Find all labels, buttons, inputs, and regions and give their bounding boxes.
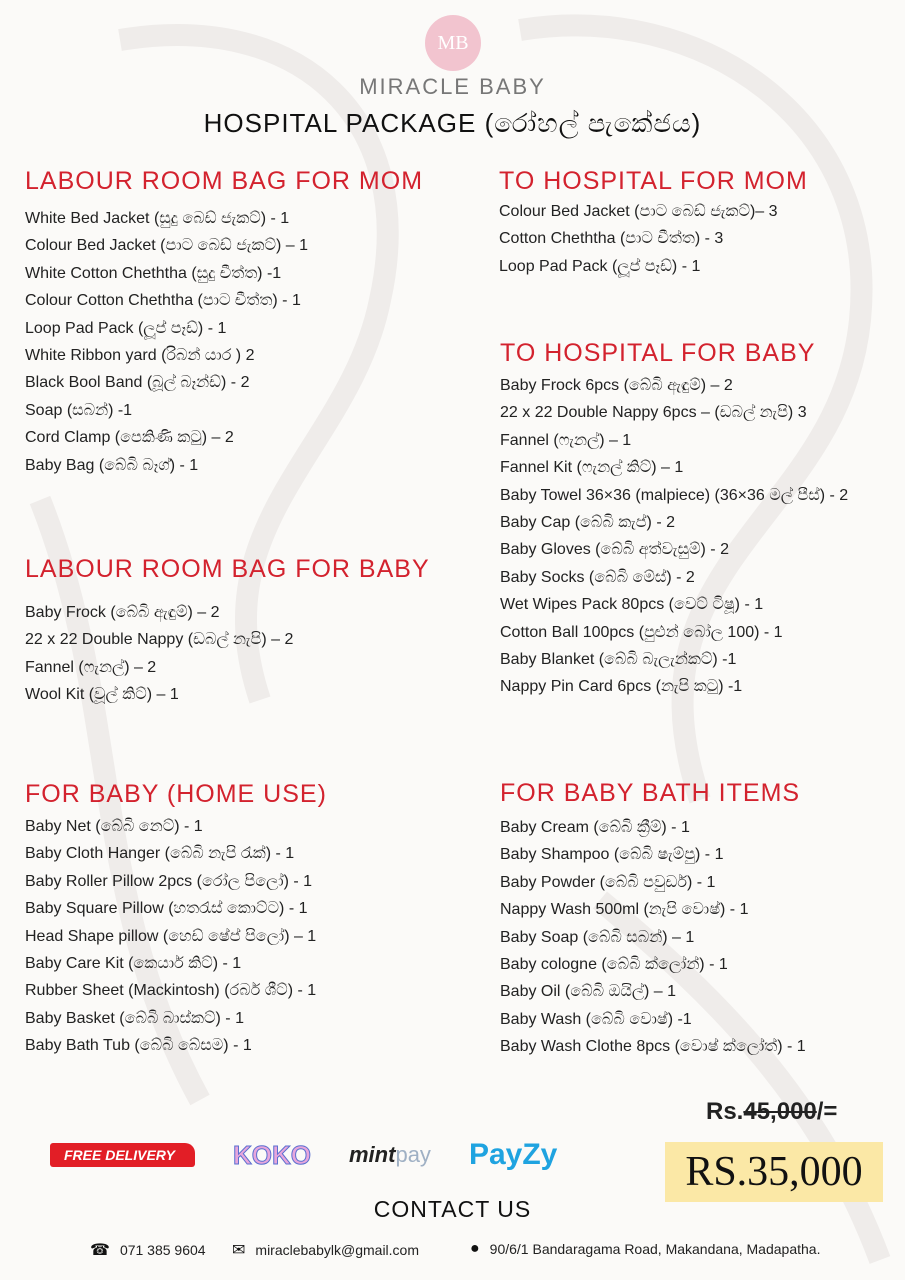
old-price-value: 45,000	[743, 1098, 817, 1125]
email-text: miraclebabylk@gmail.com	[255, 1242, 419, 1258]
location-pin-icon: ●	[470, 1240, 480, 1257]
address-text: 90/6/1 Bandaragama Road, Makandana, Mada…	[489, 1241, 821, 1257]
old-price: Rs.45,000/=	[706, 1098, 837, 1126]
list-item: 22 x 22 Double Nappy (ඩබල් නැපි) – 2	[25, 631, 294, 649]
list-item: Cotton Cheththa (පාට චීත්ත) - 3	[499, 230, 724, 248]
list-item: Rubber Sheet (Mackintosh) (රබර් ශීට්) - …	[25, 982, 317, 1000]
list-item: White Cotton Cheththa (සුදු චීත්ත) -1	[25, 264, 282, 282]
section-title: TO HOSPITAL FOR MOM	[499, 167, 808, 195]
package-price: RS.35,000	[665, 1142, 883, 1202]
list-item: Baby Bath Tub (බේබි බේසම) - 1	[25, 1037, 252, 1055]
list-item: Baby Shampoo (බේබි ෂැම්පු) - 1	[500, 846, 724, 864]
contact-phone[interactable]: ☎ 071 385 9604	[90, 1240, 206, 1260]
list-item: Baby Towel 36×36 (malpiece) (36×36 මල් ප…	[500, 486, 849, 504]
old-price-prefix: Rs.	[706, 1098, 744, 1125]
list-item: Baby Cap (බේබි කැප්) - 2	[500, 513, 675, 531]
section-labour-room-mom: LABOUR ROOM BAG FOR MOM White Bed Jacket …	[25, 161, 423, 479]
list-item: White Ribbon yard (රිබන් යාර ) 2	[25, 346, 255, 364]
section-title: FOR BABY (HOME USE)	[25, 780, 327, 808]
list-item: Baby Gloves (බේබි අත්වැසුම්) - 2	[500, 541, 729, 559]
list-item: Baby Wash Clothe 8pcs (වොෂ් ක්ලෝත්) - 1	[500, 1038, 806, 1056]
koko-logo: KOKO	[233, 1139, 312, 1170]
section-title: LABOUR ROOM BAG FOR BABY	[25, 555, 430, 583]
page-title: HOSPITAL PACKAGE (රෝහල් පැකේජය)	[203, 108, 702, 138]
list-item: Cord Clamp (පෙකිණි කටු) – 2	[25, 429, 234, 447]
list-item: Wet Wipes Pack 80pcs (වෙට් ටිෂූ) - 1	[500, 596, 764, 614]
list-item: Colour Bed Jacket (පාට බෙඩ් ජැකට්) – 1	[25, 237, 308, 255]
free-delivery-badge: FREE DELIVERY	[50, 1143, 195, 1167]
section-hospital-baby: TO HOSPITAL FOR BABY Baby Frock 6pcs (බේබ…	[500, 333, 848, 701]
list-item: Baby Socks (බේබි මේස්) - 2	[500, 568, 695, 586]
list-item: Baby cologne (බේබි ක්ලෝන්) - 1	[500, 955, 728, 973]
list-item: Baby Powder (බේබි පවුඩර්) - 1	[500, 873, 716, 891]
contact-address: ● 90/6/1 Bandaragama Road, Makandana, Mad…	[470, 1240, 820, 1258]
section-title: LABOUR ROOM BAG FOR MOM	[25, 167, 424, 195]
list-item: Colour Cotton Cheththa (පාට චීත්ත) - 1	[25, 292, 301, 310]
list-item: Baby Care Kit (කෙයාර් කිට්) - 1	[25, 954, 242, 972]
list-item: 22 x 22 Double Nappy 6pcs – (ඩබල් නැපි) …	[500, 404, 807, 422]
section-bath-items: FOR BABY BATH ITEMS Baby Cream (බේබි ක්‍ර…	[500, 773, 806, 1061]
mail-icon: ✉	[232, 1242, 246, 1259]
list-item: Baby Frock 6pcs (බේබි ඇඳුම්) – 2	[500, 377, 733, 394]
brand-logo: MB	[425, 15, 481, 71]
mintpay-part: mint	[349, 1142, 396, 1167]
phone-text: 071 385 9604	[119, 1242, 206, 1258]
list-item: Baby Bag (බේබි බෑග්) - 1	[25, 456, 199, 474]
list-item: Baby Frock (බේබි ඇඳුම්) – 2	[25, 604, 220, 621]
list-item: Loop Pad Pack (ලූප් පෑඩ්) - 1	[499, 257, 701, 275]
section-labour-room-baby: LABOUR ROOM BAG FOR BABY Baby Frock (බේබි…	[25, 549, 430, 709]
list-item: Fannel (ෆැනල්) – 2	[25, 658, 157, 676]
list-item: Fannel Kit (ෆැනල් කිට්) – 1	[500, 459, 684, 477]
list-item: Baby Roller Pillow 2pcs (රෝල පිලෝ) - 1	[25, 872, 313, 890]
list-item: Cotton Ball 100pcs (පුළුන් බෝල 100) - 1	[500, 623, 783, 641]
phone-icon: ☎	[90, 1242, 110, 1259]
payment-logos: FREE DELIVERY KOKO mintpay PayZy	[50, 1138, 557, 1172]
list-item: Fannel (ෆැනල්) – 1	[500, 431, 632, 449]
list-item: Nappy Pin Card 6pcs (නැපි කටු) -1	[500, 678, 743, 696]
list-item: Baby Basket (බේබි බාස්කට්) - 1	[25, 1009, 244, 1027]
brand-name: MIRACLE BABY	[359, 74, 546, 99]
list-item: Baby Blanket (බේබි බැලැන්කට්) -1	[500, 650, 737, 668]
list-item: Nappy Wash 500ml (නැපි වොෂ්) - 1	[500, 901, 749, 919]
payzy-logo: PayZy	[468, 1138, 558, 1171]
list-item: White Bed Jacket (සුදු බෙඩ් ජැකට්) - 1	[25, 210, 290, 227]
list-item: Head Shape pillow (හෙඩ් ෂේප් පිලෝ) – 1	[25, 927, 317, 945]
list-item: Baby Cloth Hanger (බේබි නැපි රැක්) - 1	[25, 845, 295, 863]
list-item: Baby Oil (බේබි ඔයිල්) – 1	[500, 983, 677, 1001]
list-item: Baby Soap (බේබි සබන්) – 1	[500, 928, 695, 946]
list-item: Baby Cream (බේබි ක්‍රීම්) - 1	[500, 819, 690, 836]
contact-heading: CONTACT US	[373, 1196, 532, 1222]
list-item: Baby Net (බේබි නෙට්) - 1	[25, 818, 203, 835]
section-title: FOR BABY BATH ITEMS	[500, 779, 801, 807]
list-item: Soap (සබන්) -1	[25, 401, 133, 419]
list-item: Baby Square Pillow (හතරැස් කොට්ට) - 1	[25, 900, 308, 918]
list-item: Wool Kit (වූල් කිට්) – 1	[25, 686, 179, 704]
list-item: Loop Pad Pack (ලූප් පෑඩ්) - 1	[25, 319, 227, 337]
mintpay-logo: mintpay	[349, 1142, 431, 1168]
list-item: Baby Wash (බේබි වොෂ්) -1	[500, 1010, 692, 1028]
old-price-suffix: /=	[816, 1098, 838, 1125]
section-home-use: FOR BABY (HOME USE) Baby Net (බේබි නෙට්) …	[25, 774, 327, 1060]
list-item: Colour Bed Jacket (පාට බෙඩ් ජැකට්)– 3	[499, 203, 778, 220]
mintpay-part: pay	[395, 1142, 431, 1167]
list-item: Black Bool Band (බූල් බෑන්ඩ්) - 2	[25, 374, 250, 392]
contact-email[interactable]: ✉ miraclebabylk@gmail.com	[232, 1240, 419, 1260]
section-hospital-mom: TO HOSPITAL FOR MOM Colour Bed Jacket (පා…	[499, 161, 808, 280]
section-title: TO HOSPITAL FOR BABY	[500, 339, 816, 367]
